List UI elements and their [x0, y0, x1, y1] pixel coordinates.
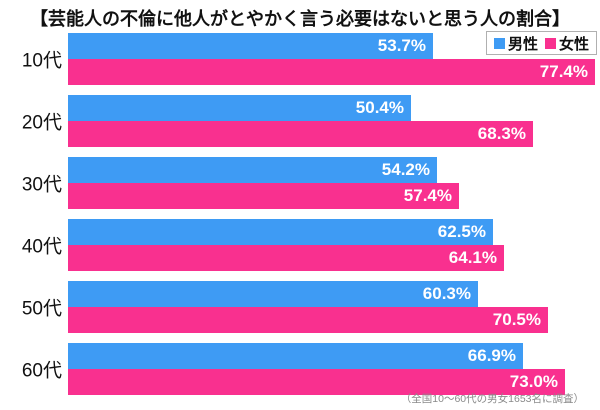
female-swatch-icon — [545, 37, 557, 49]
male-swatch-icon — [494, 37, 505, 49]
bar-value-label: 60.3% — [422, 284, 471, 303]
bar-value-label: 54.2% — [381, 160, 430, 179]
bar-value-label: 62.5% — [437, 222, 486, 241]
female-bar: 70.5% — [68, 307, 548, 333]
age-label: 20代 — [21, 112, 62, 134]
male-bar: 53.7% — [68, 33, 433, 59]
male-bar: 60.3% — [68, 281, 478, 307]
survey-footnote: （全国10〜60代の男女1653名に調査） — [400, 393, 584, 405]
legend: 男性 女性 — [486, 31, 598, 55]
bar-group: 10代 53.7% 77.4% — [0, 33, 600, 85]
bars-container: 66.9% 73.0% — [68, 343, 600, 395]
bar-value-label: 64.1% — [448, 248, 497, 267]
bars-container: 54.2% 57.4% — [68, 157, 600, 209]
male-bar: 54.2% — [68, 157, 437, 183]
age-label: 10代 — [21, 50, 62, 72]
bar-value-label: 53.7% — [377, 36, 426, 55]
age-label: 30代 — [21, 174, 62, 196]
legend-item-male: 男性 — [494, 33, 538, 54]
chart-rows: 10代 53.7% 77.4% 20代 50.4% 68.3% 30代 54.2% 57.4% 4… — [0, 33, 600, 405]
age-label: 40代 — [21, 236, 62, 258]
female-bar: 57.4% — [68, 183, 459, 209]
legend-item-female: 女性 — [545, 33, 589, 54]
male-bar: 50.4% — [68, 95, 411, 121]
bar-value-label: 68.3% — [477, 124, 526, 143]
legend-male-label: 男性 — [508, 35, 539, 53]
male-bar: 62.5% — [68, 219, 493, 245]
bar-group: 30代 54.2% 57.4% — [0, 157, 600, 209]
bars-container: 50.4% 68.3% — [68, 95, 600, 147]
bar-value-label: 50.4% — [355, 98, 404, 117]
age-label: 50代 — [21, 298, 62, 320]
bar-value-label: 77.4% — [539, 62, 588, 81]
chart-title: 【芸能人の不倫に他人がとやかく言う必要はないと思う人の割合】 — [30, 9, 570, 29]
female-bar: 68.3% — [68, 121, 533, 147]
male-bar: 66.9% — [68, 343, 523, 369]
bars-container: 53.7% 77.4% — [68, 33, 600, 85]
bar-group: 20代 50.4% 68.3% — [0, 95, 600, 147]
bar-value-label: 57.4% — [403, 186, 452, 205]
female-bar: 64.1% — [68, 245, 504, 271]
legend-female-label: 女性 — [559, 35, 590, 53]
bars-container: 62.5% 64.1% — [68, 219, 600, 271]
bar-group: 50代 60.3% 70.5% — [0, 281, 600, 333]
bar-value-label: 70.5% — [492, 310, 541, 329]
bar-value-label: 73.0% — [509, 372, 558, 391]
bar-value-label: 66.9% — [467, 346, 516, 365]
bar-group: 40代 62.5% 64.1% — [0, 219, 600, 271]
age-label: 60代 — [21, 360, 62, 382]
bars-container: 60.3% 70.5% — [68, 281, 600, 333]
bar-group: 60代 66.9% 73.0% — [0, 343, 600, 395]
female-bar: 77.4% — [68, 59, 595, 85]
female-bar: 73.0% — [68, 369, 565, 395]
